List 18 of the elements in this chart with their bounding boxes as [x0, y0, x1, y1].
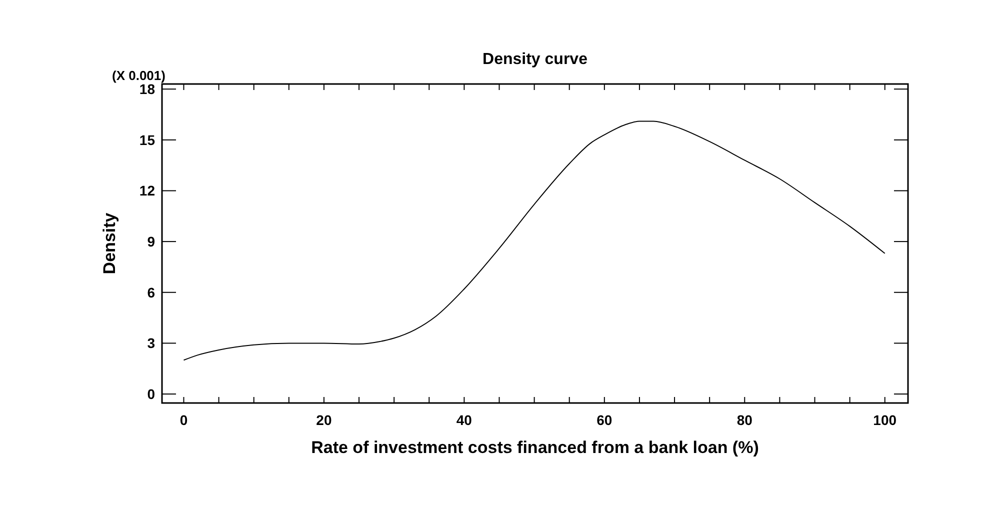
x-axis-title: Rate of investment costs financed from a bank loan (%) [311, 438, 759, 457]
y-tick-label: 0 [147, 386, 156, 402]
text: (X 0.001) [112, 68, 166, 83]
y-tick-label: 18 [139, 81, 156, 98]
x-tick-label: 100 [873, 412, 897, 428]
y-tick-label: 6 [147, 284, 156, 300]
x-tick-label: 0 [180, 412, 188, 428]
chart-title: Density curve [482, 51, 588, 68]
y-tick-label: 3 [147, 335, 156, 352]
x-tick-label: 60 [596, 412, 612, 428]
x-tick-label: 40 [456, 412, 472, 428]
y-tick-label: 9 [147, 234, 156, 250]
line-series [183, 120, 886, 361]
y-tick-label: 12 [139, 182, 156, 199]
x-tick-label: 20 [316, 412, 332, 428]
y-tick-label: 15 [139, 132, 156, 148]
y-axis-title: Density [100, 212, 119, 274]
x-tick-label: 80 [736, 412, 753, 428]
